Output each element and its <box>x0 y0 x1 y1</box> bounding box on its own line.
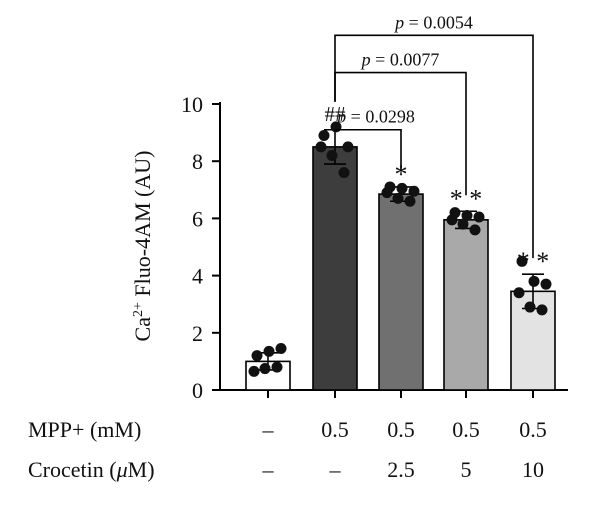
data-point <box>457 218 469 230</box>
data-point <box>248 365 260 377</box>
bars-layer <box>245 146 556 391</box>
condition-value: 0.5 <box>452 417 480 442</box>
row-label-crocetin-mu: μ <box>116 457 128 482</box>
y-ticks: 0 2 4 6 8 10 <box>181 92 220 403</box>
p-value-number: = 0.0077 <box>371 50 440 70</box>
bar <box>443 219 489 391</box>
significance-markers-layer: ##** ** * <box>325 102 550 276</box>
row-label-crocetin-post: M) <box>128 457 155 482</box>
p-value-number: = 0.0054 <box>404 12 473 32</box>
y-axis-title-rest: Fluo-4AM (AU) <box>130 151 155 303</box>
data-point <box>461 210 473 222</box>
data-point <box>404 195 416 207</box>
significance-marker: * <box>395 160 408 189</box>
condition-value: 10 <box>522 457 544 482</box>
data-point <box>259 363 271 375</box>
comparison-bracket <box>335 128 402 171</box>
row-label-crocetin-pre: Crocetin ( <box>28 457 117 482</box>
significance-marker: ## <box>325 102 347 126</box>
data-point <box>536 304 548 316</box>
condition-value: 2.5 <box>387 457 415 482</box>
p-value-symbol: p <box>360 50 371 70</box>
y-tick-label: 4 <box>192 264 203 289</box>
condition-table: – 0.5 0.5 0.5 0.5 – – 2.5 5 10 <box>262 417 547 482</box>
data-point <box>528 275 540 287</box>
data-point <box>251 350 263 362</box>
y-tick-label: 8 <box>192 149 203 174</box>
bar <box>312 146 358 391</box>
condition-value: 0.5 <box>387 417 415 442</box>
data-point <box>513 287 525 299</box>
p-value-label: p = 0.0077 <box>360 50 440 70</box>
p-value-label: p = 0.0054 <box>393 12 473 32</box>
p-value-symbol: p <box>393 12 404 32</box>
condition-value: 0.5 <box>519 417 547 442</box>
data-point <box>338 167 350 179</box>
y-tick-label: 0 <box>192 378 203 403</box>
y-axis-title: Ca2+ Fluo-4AM (AU) <box>130 151 155 342</box>
data-point <box>271 361 283 373</box>
y-tick-label: 2 <box>192 321 203 346</box>
condition-value: 5 <box>461 457 472 482</box>
y-axis-title-prefix: Ca <box>130 317 155 342</box>
data-point <box>408 185 420 197</box>
data-point <box>516 255 528 267</box>
p-value-number: = 0.0298 <box>346 107 415 127</box>
data-point <box>473 211 485 223</box>
data-point <box>326 149 338 161</box>
data-point <box>396 182 408 194</box>
y-tick-label: 6 <box>192 206 203 231</box>
data-point <box>524 301 536 313</box>
comparison-bracket <box>334 34 534 259</box>
condition-value: 0.5 <box>321 417 349 442</box>
y-axis-title-superscript: 2+ <box>131 302 146 317</box>
row-label-crocetin: Crocetin (μM) <box>28 457 155 482</box>
data-point <box>540 278 552 290</box>
row-label-mpp: MPP+ (mM) <box>28 417 141 442</box>
p-value-symbol: p <box>335 107 346 127</box>
data-point <box>381 187 393 199</box>
data-point <box>315 141 327 153</box>
p-value-label: p = 0.0298 <box>335 107 415 127</box>
condition-value: – <box>262 417 275 442</box>
data-point <box>263 345 275 357</box>
condition-value: – <box>329 457 342 482</box>
y-tick-label: 10 <box>181 92 203 117</box>
data-point <box>392 192 404 204</box>
data-point <box>446 214 458 226</box>
x-ticks <box>267 390 534 398</box>
data-point <box>342 141 354 153</box>
data-point <box>469 224 481 236</box>
data-point <box>318 129 330 141</box>
data-point <box>275 343 287 355</box>
condition-value: – <box>262 457 275 482</box>
bar <box>378 193 424 391</box>
points-layer <box>248 121 552 377</box>
